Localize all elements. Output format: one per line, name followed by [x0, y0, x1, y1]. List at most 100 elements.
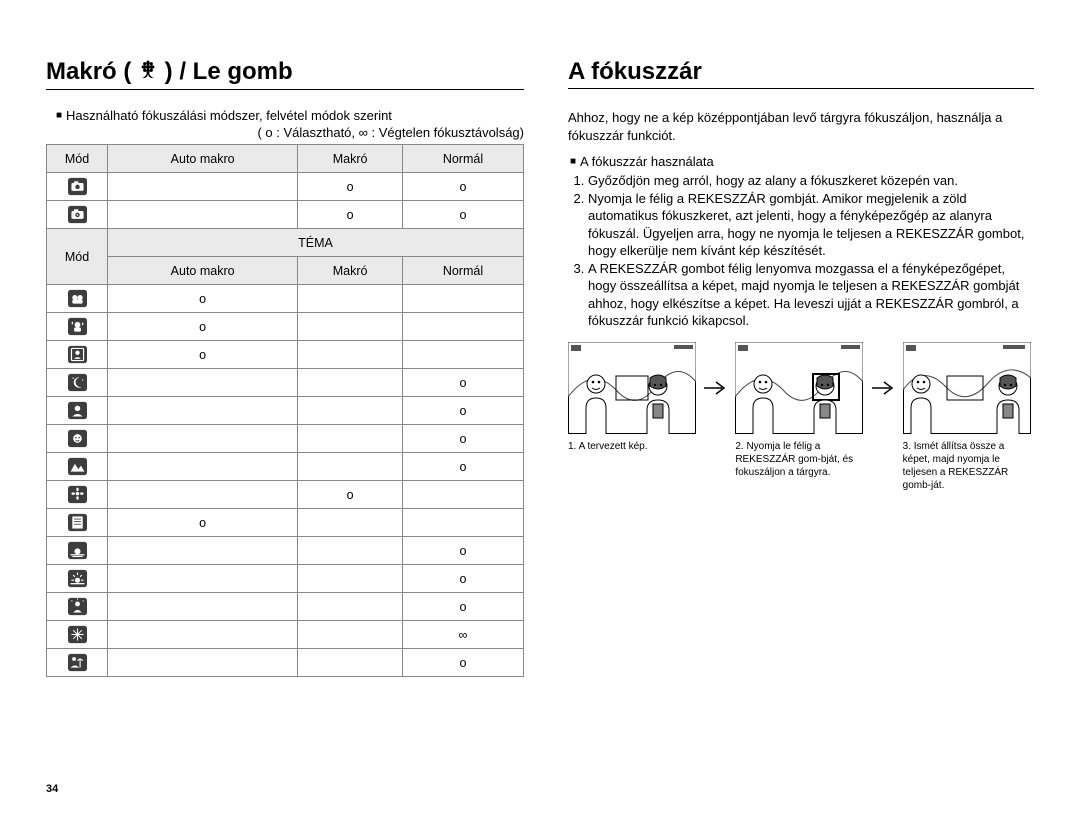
cell-normal: o [402, 397, 523, 425]
table-row: o [47, 593, 524, 621]
cell-macro [298, 397, 403, 425]
mode-icon-cell [47, 285, 108, 313]
mode-icon-cell [47, 313, 108, 341]
illust-2-svg [735, 342, 863, 434]
cell-macro [298, 509, 403, 537]
cell-macro [298, 649, 403, 677]
cell-macro: o [298, 173, 403, 201]
table-row: o [47, 649, 524, 677]
cell-normal [402, 509, 523, 537]
right-column: A fókuszzár Ahhoz, hogy ne a kép középpo… [568, 58, 1034, 805]
cell-automacro [108, 649, 298, 677]
intro-text: Ahhoz, hogy ne a kép középpontjában levő… [568, 109, 1034, 144]
illustration-3: 3. Ismét állítsa össze a képet, majd nyo… [903, 342, 1034, 492]
cell-normal: o [402, 201, 523, 229]
cell-automacro: o [108, 285, 298, 313]
col-mode: Mód [47, 145, 108, 173]
legend-text: ( o : Választható, ∞ : Végtelen fókusztá… [46, 125, 524, 140]
table-row: o [47, 453, 524, 481]
table-row: o [47, 481, 524, 509]
arrow-icon [871, 342, 899, 434]
mode-icon-cell [47, 593, 108, 621]
step-item: Győződjön meg arról, hogy az alany a fók… [588, 172, 1034, 190]
cell-macro [298, 313, 403, 341]
heading-pre: Makró ( [46, 58, 138, 85]
illust-1-svg [568, 342, 696, 434]
left-heading: Makró ( ) / Le gomb [46, 58, 524, 90]
table-header-row: Mód Auto makro Makró Normál [47, 145, 524, 173]
macro-flower-icon [138, 59, 158, 87]
cell-normal: o [402, 369, 523, 397]
focus-mode-table: Mód Auto makro Makró Normál oooo Mód TÉM… [46, 144, 524, 677]
cell-macro [298, 565, 403, 593]
cell-normal: o [402, 593, 523, 621]
cell-macro [298, 285, 403, 313]
mode-icon-cell [47, 201, 108, 229]
col-macro-2: Makró [298, 257, 403, 285]
section-heading: ■A fókuszzár használata [570, 154, 1034, 169]
mode-icon-cell [47, 565, 108, 593]
mode-icon-cell [47, 537, 108, 565]
caption-1: 1. A tervezett kép. [568, 440, 699, 453]
table-row: o [47, 313, 524, 341]
mode-icon-cell [47, 509, 108, 537]
cell-automacro [108, 537, 298, 565]
cell-macro [298, 369, 403, 397]
cell-normal [402, 313, 523, 341]
col-macro: Makró [298, 145, 403, 173]
manual-page: Makró ( ) / Le gomb ■Használható fókuszá… [0, 0, 1080, 815]
mode-icon-cell [47, 649, 108, 677]
cell-normal: o [402, 565, 523, 593]
illust-3-svg [903, 342, 1031, 434]
col-automacro: Auto makro [108, 145, 298, 173]
table-row: o [47, 285, 524, 313]
table-row: oo [47, 201, 524, 229]
mode-icon-cell [47, 369, 108, 397]
steps-list: Győződjön meg arról, hogy az alany a fók… [570, 172, 1034, 330]
table-row: o [47, 341, 524, 369]
step-item: Nyomja le félig a REKESZZÁR gombját. Ami… [588, 190, 1034, 260]
cell-normal: o [402, 649, 523, 677]
sub-line: ■Használható fókuszálási módszer, felvét… [56, 108, 524, 123]
cell-normal: o [402, 453, 523, 481]
mode-icon-cell [47, 481, 108, 509]
cell-automacro: o [108, 313, 298, 341]
arrow-icon [703, 342, 731, 434]
table-row: oo [47, 173, 524, 201]
cell-automacro [108, 453, 298, 481]
cell-automacro [108, 621, 298, 649]
cell-automacro [108, 593, 298, 621]
mode-icon-cell [47, 173, 108, 201]
cell-automacro [108, 173, 298, 201]
mode-icon-cell [47, 341, 108, 369]
illustration-1: 1. A tervezett kép. [568, 342, 699, 453]
cell-normal [402, 481, 523, 509]
cell-macro: o [298, 481, 403, 509]
page-number: 34 [46, 783, 58, 795]
cell-normal: ∞ [402, 621, 523, 649]
table-row: o [47, 425, 524, 453]
cell-normal: o [402, 173, 523, 201]
caption-2: 2. Nyomja le félig a REKESZZÁR gom-bját,… [735, 440, 866, 479]
illustration-2: 2. Nyomja le félig a REKESZZÁR gom-bját,… [735, 342, 866, 479]
step-item: A REKESZZÁR gombot félig lenyomva mozgas… [588, 260, 1034, 330]
table-row: o [47, 369, 524, 397]
cell-automacro [108, 565, 298, 593]
heading-post: ) / Le gomb [158, 58, 293, 85]
bullet-square-icon: ■ [56, 110, 62, 121]
mode-icon-cell [47, 397, 108, 425]
col-automacro-2: Auto makro [108, 257, 298, 285]
cell-automacro: o [108, 509, 298, 537]
cell-automacro [108, 397, 298, 425]
col-tema: TÉMA [108, 229, 524, 257]
caption-3: 3. Ismét állítsa össze a képet, majd nyo… [903, 440, 1034, 492]
cell-macro [298, 341, 403, 369]
left-column: Makró ( ) / Le gomb ■Használható fókuszá… [46, 58, 524, 805]
cell-automacro [108, 201, 298, 229]
col-mode-2: Mód [47, 229, 108, 285]
mode-icon-cell [47, 621, 108, 649]
table-row: o [47, 537, 524, 565]
cell-automacro [108, 425, 298, 453]
cell-normal: o [402, 537, 523, 565]
cell-normal [402, 341, 523, 369]
